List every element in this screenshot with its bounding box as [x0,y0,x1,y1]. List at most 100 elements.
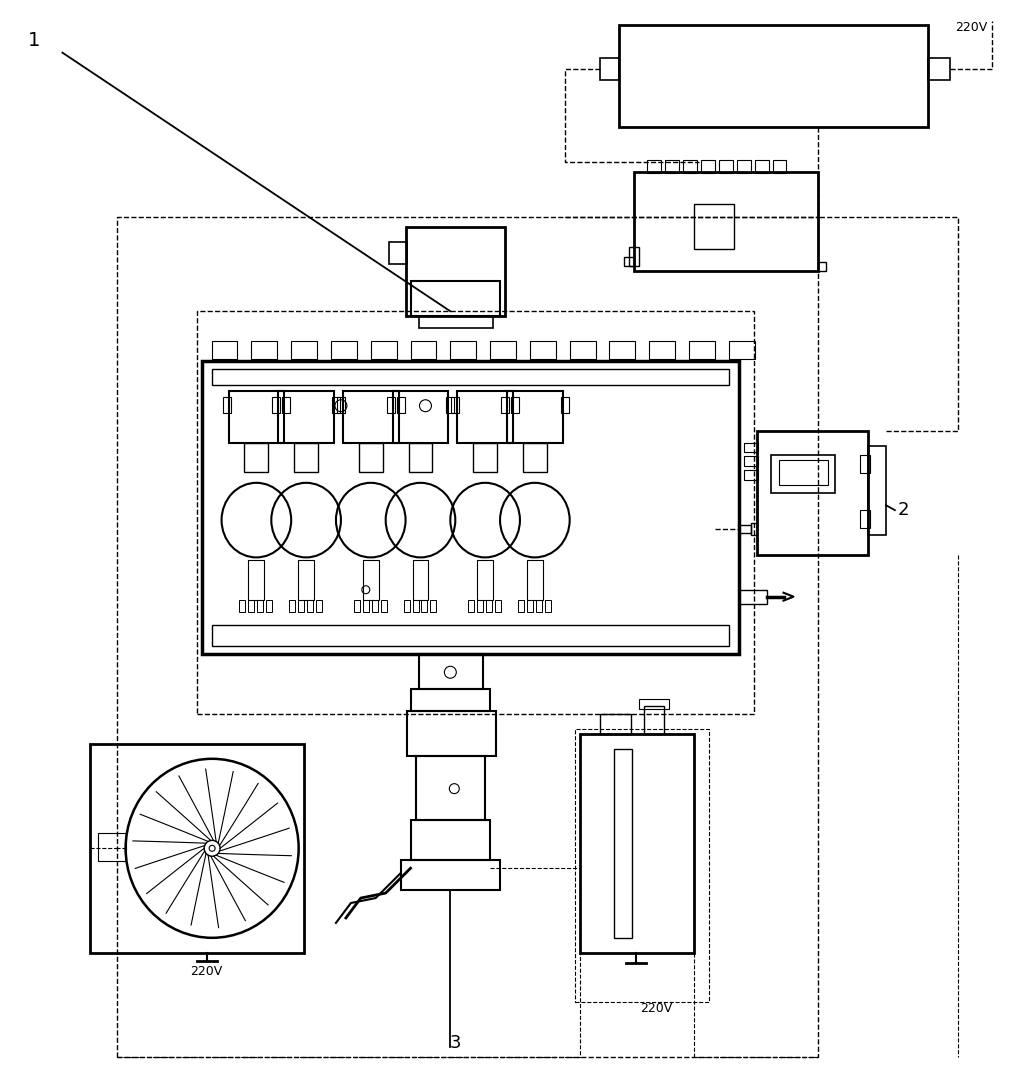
Bar [473,443,496,472]
Bar [743,470,757,481]
Bar [202,361,738,654]
Bar [560,397,569,413]
Bar [421,599,427,611]
Bar [272,397,280,413]
Bar [750,523,756,535]
Bar [418,654,483,689]
Bar [298,599,304,611]
Bar [729,341,754,359]
Bar [518,599,524,611]
Bar [609,341,635,359]
Bar [400,860,499,890]
Bar [647,160,660,172]
Bar [266,599,272,611]
Bar [449,341,476,359]
Bar [494,599,500,611]
Bar [336,397,344,413]
Bar [363,559,378,599]
Bar [489,341,516,359]
Bar [410,281,499,316]
Bar [859,510,869,528]
Bar [736,160,750,172]
Bar [406,226,504,316]
Bar [249,599,254,611]
Bar [222,397,230,413]
Bar [771,160,786,172]
Bar [544,599,550,611]
Bar [388,241,407,263]
Bar [689,341,714,359]
Bar [664,160,679,172]
Bar [754,160,768,172]
Bar [867,445,886,535]
Bar [777,460,827,485]
Bar [527,599,532,611]
Bar [211,369,729,385]
Bar [380,599,386,611]
Bar [530,341,555,359]
Circle shape [204,841,220,856]
Bar [211,624,729,647]
Bar [251,341,277,359]
Bar [412,559,428,599]
Bar [211,341,237,359]
Bar [371,599,377,611]
Text: 220V: 220V [640,1003,672,1015]
Bar [570,341,595,359]
Bar [506,391,562,443]
Bar [579,734,693,953]
Bar [718,160,732,172]
Bar [282,397,290,413]
Bar [257,599,263,611]
Bar [409,443,432,472]
Bar [619,25,927,127]
Bar [624,257,634,266]
Bar [634,172,817,272]
Bar [410,341,436,359]
Bar [649,341,675,359]
Bar [392,391,448,443]
Bar [316,599,322,611]
Bar [769,456,835,494]
Bar [117,217,817,1058]
Bar [407,711,495,756]
Bar [98,833,126,861]
Bar [468,599,474,611]
Bar [307,599,313,611]
Bar [743,443,757,453]
Bar [511,397,519,413]
Bar [342,391,398,443]
Bar [639,700,668,709]
Text: 2: 2 [897,501,909,520]
Bar [278,391,333,443]
Bar [298,559,314,599]
Bar [500,397,508,413]
Bar [370,341,396,359]
Bar [197,312,753,714]
Bar [293,443,318,472]
Bar [927,57,949,80]
Bar [738,590,766,604]
Text: 1: 1 [28,31,40,50]
Text: 3: 3 [449,1034,461,1052]
Bar [330,341,357,359]
Bar [418,316,492,328]
Bar [738,525,750,533]
Bar [290,341,317,359]
Bar [613,749,632,938]
Bar [410,820,489,860]
Bar [523,443,546,472]
Bar [477,559,492,599]
Bar [535,599,541,611]
Bar [239,599,246,611]
Text: 220V: 220V [954,20,986,33]
Bar [756,430,867,555]
Bar [245,443,268,472]
Bar [450,397,459,413]
Bar [386,397,394,413]
Bar [599,714,631,734]
Bar [629,247,639,266]
Bar [743,456,757,467]
Bar [410,689,489,711]
Bar [249,559,264,599]
